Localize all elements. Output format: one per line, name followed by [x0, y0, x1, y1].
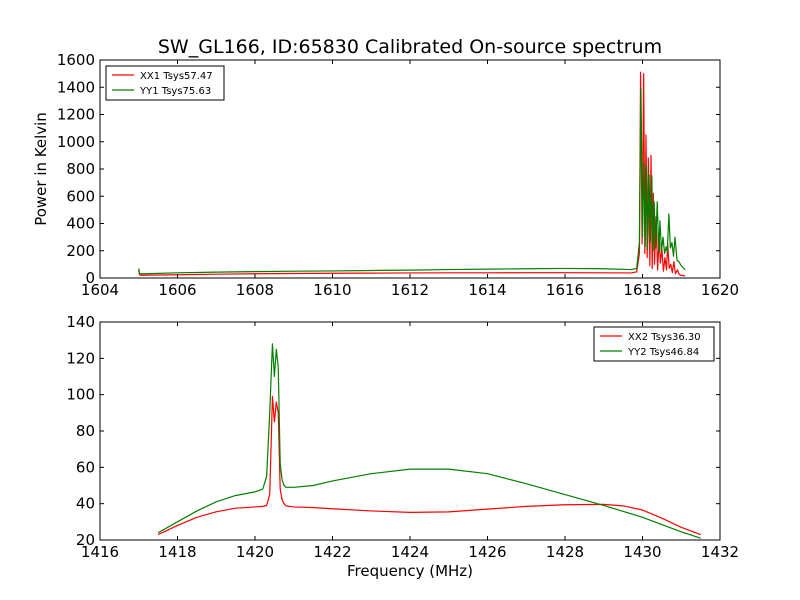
legend: XX2 Tsys36.30 YY2 Tsys46.84	[593, 326, 715, 362]
x-tick-label: 1420	[236, 543, 274, 561]
series-line-2-2	[157, 343, 701, 539]
x-tick-label: 1430	[623, 543, 661, 561]
y-tick-label: 120	[66, 349, 95, 367]
x-tick-label: 1618	[623, 281, 661, 299]
y-tick-label: 60	[76, 458, 95, 476]
panel-1: 1604 1606 1608 1610 1612 1614 1616 1618 1620 0 200…	[57, 51, 739, 299]
x-tick-label: 1614	[468, 281, 506, 299]
legend-label: XX2 Tsys36.30	[628, 332, 701, 343]
y-tick-label: 200	[66, 242, 95, 260]
x-tick-label: 1426	[468, 543, 506, 561]
y-tick-label: 1000	[57, 133, 95, 151]
y-tick-label: 80	[76, 422, 95, 440]
legend: XX1 Tsys57.47 YY1 Tsys75.63	[105, 65, 225, 101]
x-tick-label: 1418	[158, 543, 196, 561]
y-tick-label: 1600	[57, 51, 95, 69]
x-tick-label: 1422	[313, 543, 351, 561]
y-tick-label: 1200	[57, 106, 95, 124]
y-tick-label: 0	[85, 269, 95, 287]
x-tick-label: 1424	[391, 543, 429, 561]
legend-box	[593, 326, 715, 362]
y-tick-label: 140	[66, 313, 95, 331]
x-tick-label: 1608	[236, 281, 274, 299]
x-tick-label: 1616	[546, 281, 584, 299]
x-tick-label: 1610	[313, 281, 351, 299]
y-tick-label: 400	[66, 215, 95, 233]
x-tick-label: 1612	[391, 281, 429, 299]
series-line-1-2	[138, 88, 686, 275]
x-tick-label: 1416	[81, 543, 119, 561]
series-line-2-1	[157, 395, 701, 536]
legend-label: YY1 Tsys75.63	[139, 86, 211, 97]
plot-panels: 1604 1606 1608 1610 1612 1614 1616 1618 1620 0 200…	[57, 51, 739, 561]
y-axis-label: Power in Kelvin	[32, 112, 50, 226]
legend-box	[105, 65, 225, 101]
legend-label: XX1 Tsys57.47	[140, 71, 213, 82]
x-tick-label: 1428	[546, 543, 584, 561]
x-axis-label: Frequency (MHz)	[347, 562, 473, 580]
figure-title: SW_GL166, ID:65830 Calibrated On-source …	[158, 36, 662, 58]
y-tick-label: 600	[66, 187, 95, 205]
y-tick-label: 20	[76, 531, 95, 549]
x-tick-label: 1604	[81, 281, 119, 299]
legend-label: YY2 Tsys46.84	[627, 347, 699, 358]
y-tick-label: 1400	[57, 78, 95, 96]
x-tick-label: 1606	[158, 281, 196, 299]
x-tick-label: 1620	[701, 281, 739, 299]
panel-2: 1416 1418 1420 1422 1424 1426 1428 1430 1432 20 40…	[66, 313, 739, 561]
series-line-1-1	[138, 71, 686, 277]
x-tick-label: 1432	[701, 543, 739, 561]
y-tick-label: 800	[66, 160, 95, 178]
y-tick-label: 40	[76, 495, 95, 513]
y-tick-label: 100	[66, 386, 95, 404]
